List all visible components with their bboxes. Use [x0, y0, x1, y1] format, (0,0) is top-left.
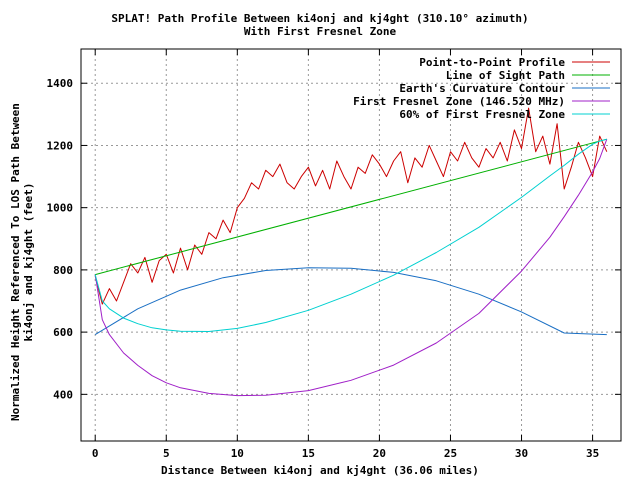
chart-subtitle: With First Fresnel Zone	[243, 25, 397, 38]
legend-label: Point-to-Point Profile	[419, 56, 565, 69]
series-line	[94, 267, 607, 336]
legend-label: Line of Sight Path	[446, 69, 565, 82]
series-line	[95, 138, 607, 276]
plot-frame	[80, 48, 622, 442]
x-tick-label: 35	[586, 447, 599, 460]
y-axis-label-line-2: ki4onj and kj4ght (feet)	[22, 182, 35, 342]
x-tick-label: 5	[163, 447, 170, 460]
y-tick-label: 800	[53, 264, 73, 277]
x-tick-label: 25	[444, 447, 457, 460]
x-tick-label: 30	[515, 447, 528, 460]
x-tick-label: 0	[92, 447, 99, 460]
x-axis-label: Distance Between ki4onj and kj4ght (36.0…	[161, 464, 479, 477]
grid-lines	[81, 49, 621, 441]
series-lines	[94, 107, 608, 397]
series-line	[94, 107, 608, 305]
legend-label: Earth's Curvature Contour	[399, 82, 565, 95]
legend-label: 60% of First Fresnel Zone	[399, 108, 565, 121]
legend-label: First Fresnel Zone (146.520 MHz)	[353, 95, 565, 108]
y-tick-label: 400	[53, 388, 73, 401]
x-tick-label: 10	[231, 447, 244, 460]
x-tick-label: 15	[302, 447, 315, 460]
y-tick-label: 1000	[47, 202, 74, 215]
series-line	[94, 138, 607, 332]
y-tick-label: 1200	[47, 139, 74, 152]
y-axis-label: Normalized Height Referenced To LOS Path…	[9, 82, 35, 442]
x-tick-label: 20	[373, 447, 386, 460]
axis-ticks: 0 5 10 15 20 25 30 35 400 600 800 1000 1200 1400	[47, 49, 621, 460]
y-tick-label: 600	[53, 326, 73, 339]
chart-title: SPLAT! Path Profile Between ki4onj and k…	[111, 12, 529, 25]
y-axis-label-line-1: Normalized Height Referenced To LOS Path…	[9, 103, 22, 421]
series-line	[94, 139, 608, 397]
y-tick-label: 1400	[47, 77, 74, 90]
